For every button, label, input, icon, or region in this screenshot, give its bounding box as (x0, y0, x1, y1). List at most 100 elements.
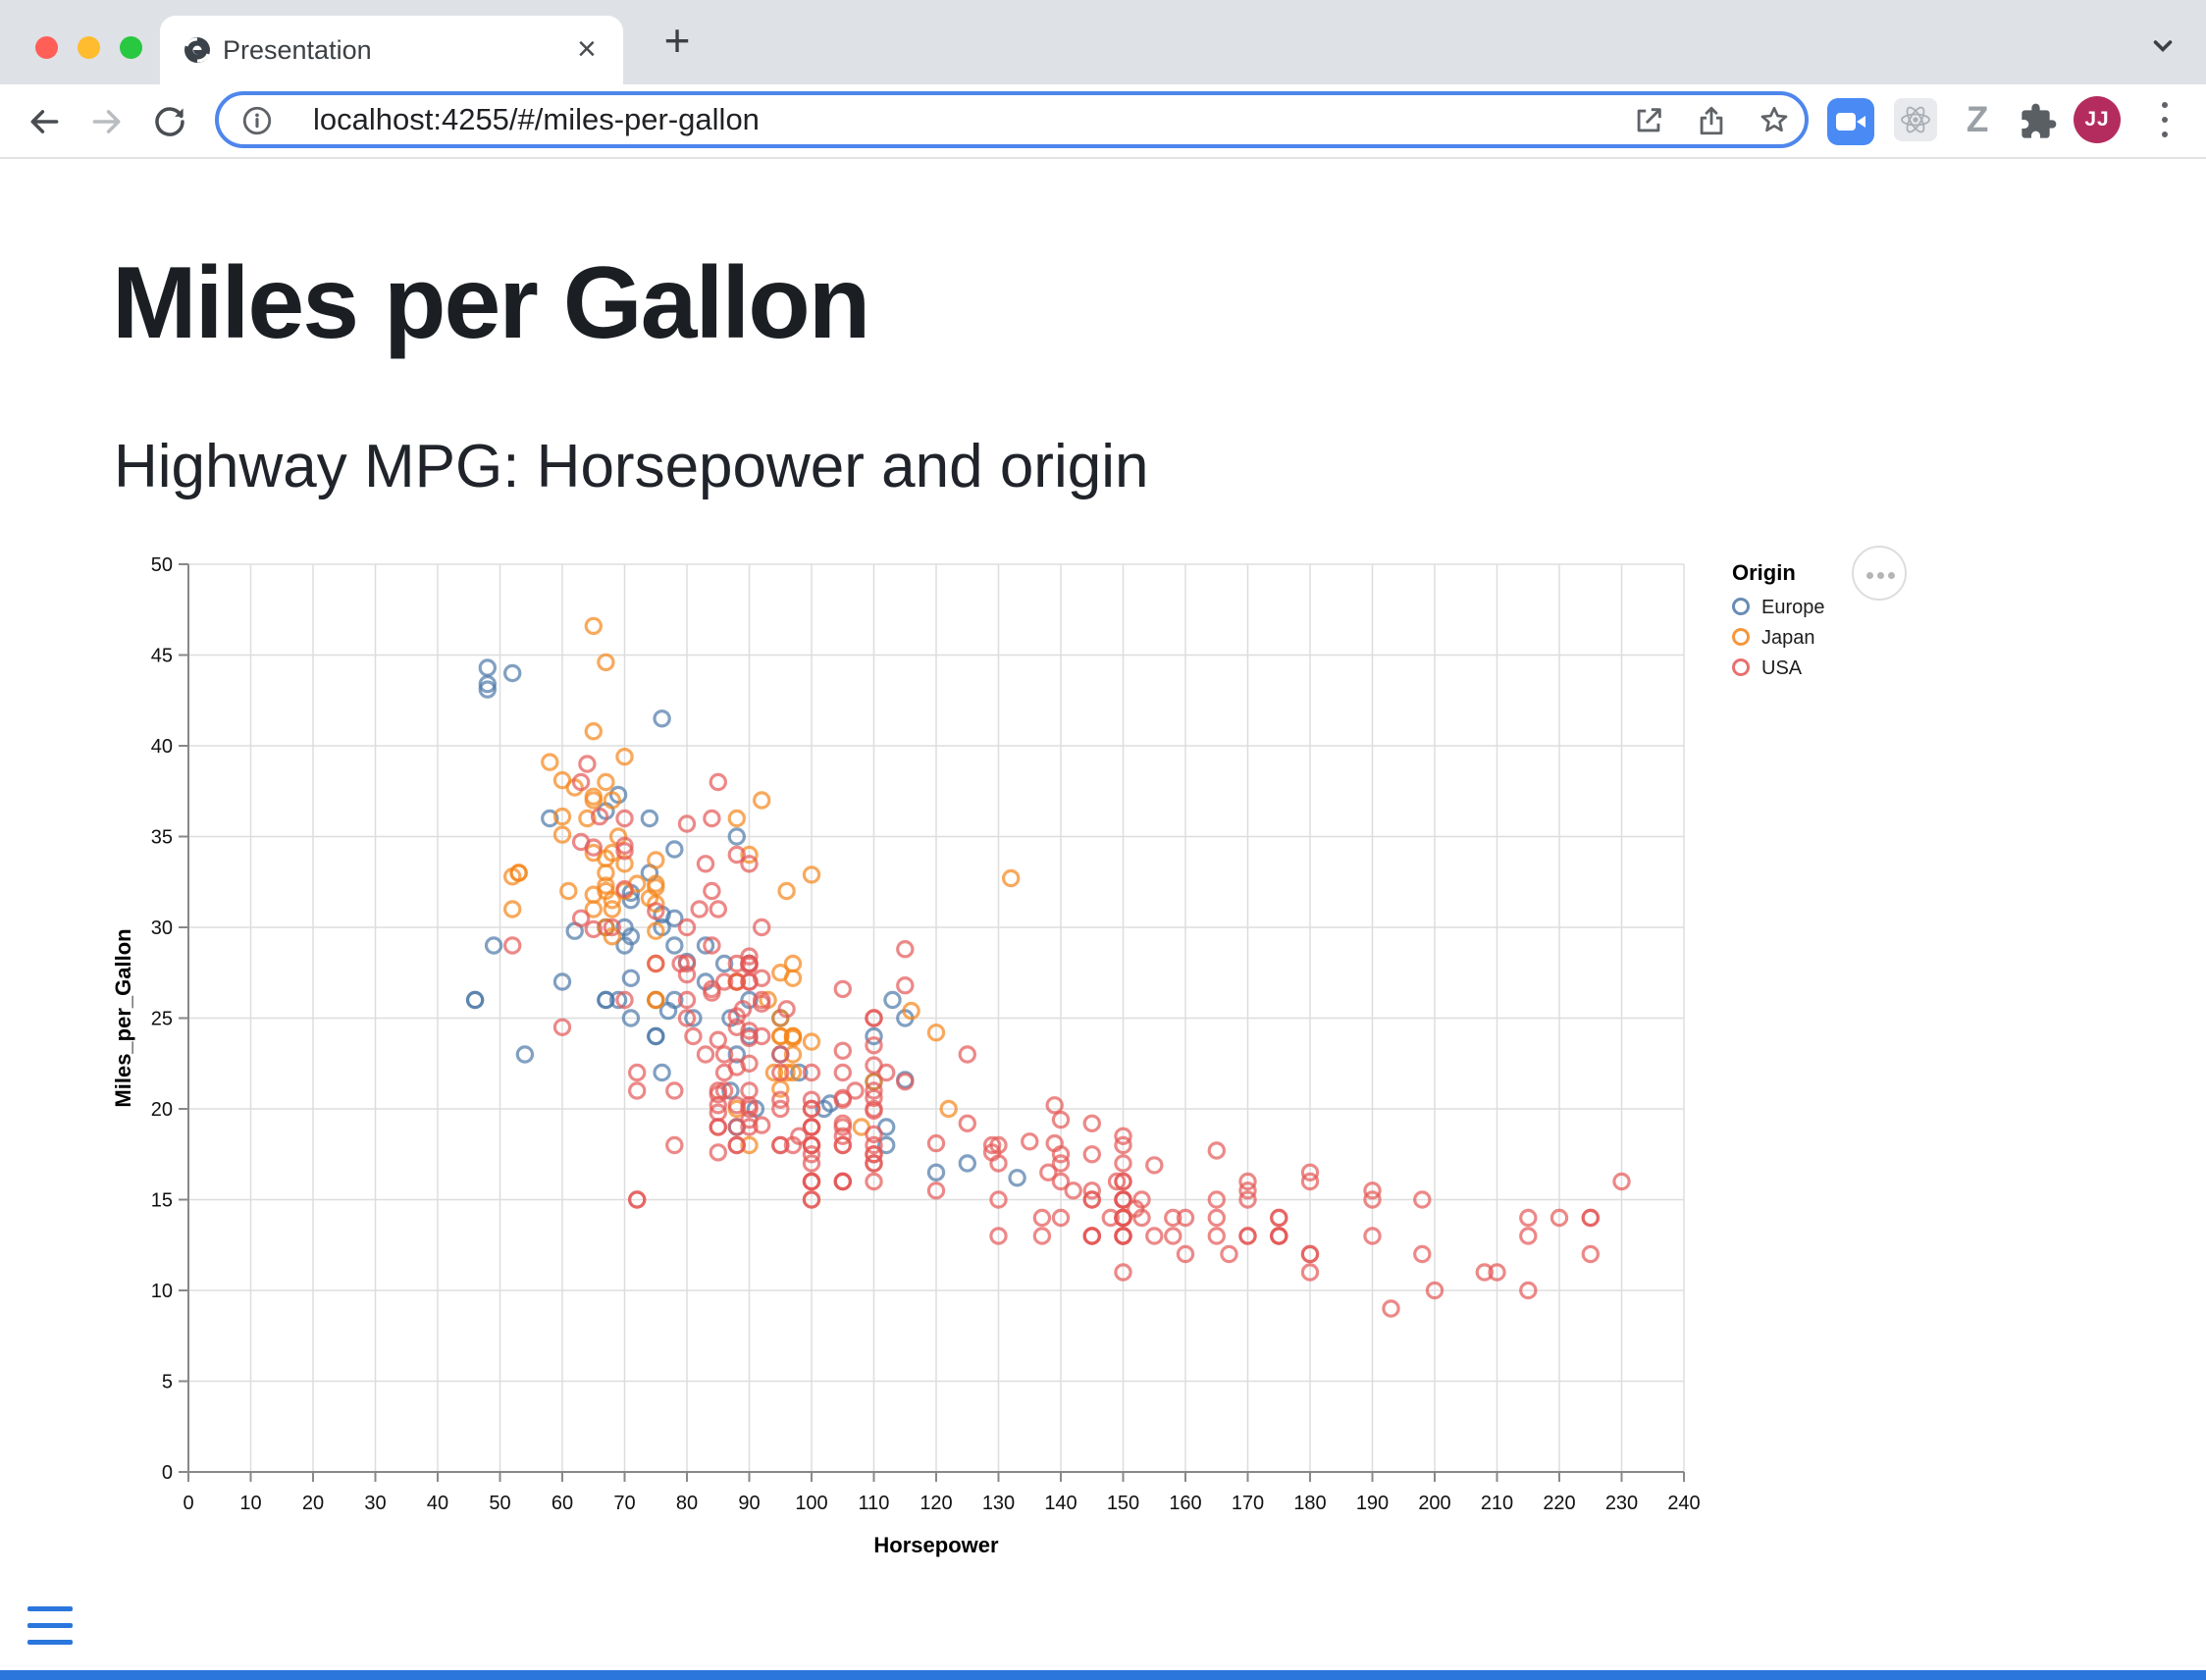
data-point (647, 954, 665, 973)
x-axis-title: Horsepower (873, 1533, 999, 1557)
y-tick-label: 0 (162, 1462, 173, 1484)
zoom-video-extension-icon[interactable] (1827, 98, 1874, 150)
site-info-icon[interactable] (240, 104, 274, 137)
data-point (926, 1133, 946, 1153)
x-tick-label: 110 (859, 1493, 890, 1514)
url-text[interactable]: localhost:4255/#/miles-per-gallon (313, 102, 760, 136)
data-point (647, 921, 665, 940)
data-point (865, 1009, 883, 1027)
data-point (753, 990, 771, 1010)
back-button[interactable] (26, 103, 63, 140)
data-point (802, 1190, 821, 1209)
z-extension-icon[interactable]: Z (1966, 99, 1989, 139)
data-point (1032, 1208, 1052, 1228)
data-point (665, 1135, 684, 1155)
data-point (926, 1163, 946, 1182)
traffic-light-zoom-icon[interactable] (120, 36, 142, 59)
data-point (1413, 1190, 1432, 1209)
chart-actions-button[interactable] (1852, 546, 1907, 601)
data-point (684, 1009, 703, 1027)
bookmark-star-icon[interactable] (1758, 104, 1791, 137)
react-devtools-extension-icon[interactable] (1894, 98, 1937, 146)
legend-label: USA (1761, 657, 1803, 679)
x-tick-label: 130 (982, 1493, 1015, 1514)
url-bar[interactable]: localhost:4255/#/miles-per-gallon (215, 91, 1809, 148)
data-point (653, 1063, 671, 1082)
data-point (1107, 1172, 1127, 1191)
data-point (1021, 1132, 1039, 1151)
x-tick-label: 220 (1543, 1493, 1575, 1514)
data-point (597, 881, 615, 901)
data-point (709, 1143, 728, 1162)
data-point (1413, 1244, 1432, 1264)
extensions-puzzle-icon[interactable] (2019, 102, 2058, 146)
data-point (571, 909, 591, 927)
data-point (1114, 1172, 1132, 1191)
data-point (833, 1041, 853, 1060)
data-point (1051, 1110, 1071, 1129)
forward-button[interactable] (88, 103, 126, 140)
profile-avatar[interactable]: JJ (2074, 96, 2121, 143)
data-point (790, 1063, 809, 1082)
browser-tab[interactable]: Presentation × (160, 16, 623, 84)
data-point (989, 1227, 1008, 1245)
new-tab-button[interactable]: + (663, 15, 691, 66)
slide-menu-hamburger-icon[interactable] (27, 1603, 75, 1647)
data-point (1082, 1190, 1102, 1209)
traffic-light-minimize-icon[interactable] (78, 36, 100, 59)
data-point (740, 972, 759, 991)
data-point (1300, 1172, 1320, 1191)
data-point (777, 1063, 796, 1082)
data-point (677, 990, 697, 1010)
data-point (603, 927, 621, 946)
y-tick-label: 20 (151, 1099, 173, 1121)
data-point (727, 827, 747, 846)
data-point (640, 809, 659, 828)
data-point (552, 972, 572, 991)
data-point (1382, 1299, 1400, 1318)
data-point (783, 1063, 803, 1082)
data-point (478, 658, 497, 677)
share-icon[interactable] (1695, 104, 1728, 137)
data-point (603, 918, 621, 937)
data-point (1176, 1244, 1195, 1264)
tab-title: Presentation (223, 35, 372, 65)
data-point (615, 855, 634, 873)
reload-button[interactable] (151, 103, 188, 140)
data-point (958, 1154, 977, 1173)
data-point (552, 825, 572, 844)
data-point (1363, 1181, 1382, 1200)
data-point (1114, 1190, 1132, 1209)
presentation-progress-bar[interactable] (0, 1670, 2206, 1680)
data-point (703, 936, 721, 955)
data-point (703, 809, 721, 828)
y-tick-label: 50 (151, 554, 173, 576)
data-point (658, 1001, 678, 1021)
data-point (665, 1081, 684, 1100)
data-point (896, 1073, 915, 1091)
x-tick-label: 50 (489, 1493, 510, 1514)
data-point (1101, 1208, 1121, 1228)
data-point (1114, 1154, 1132, 1173)
data-point (1612, 1172, 1631, 1191)
data-point (608, 990, 628, 1010)
open-in-new-icon[interactable] (1632, 104, 1665, 137)
traffic-light-close-icon[interactable] (35, 36, 58, 59)
tab-search-chevron-down-icon[interactable] (2145, 27, 2180, 68)
data-point (1114, 1227, 1132, 1245)
x-tick-label: 210 (1481, 1493, 1513, 1514)
data-point (647, 990, 665, 1010)
browser-menu-kebab-icon[interactable] (2155, 98, 2175, 143)
data-point (1039, 1163, 1058, 1182)
data-point (753, 1026, 771, 1046)
data-point (714, 1045, 734, 1064)
data-point (703, 881, 721, 901)
data-point (753, 791, 771, 810)
tab-close-icon[interactable]: × (577, 30, 597, 68)
data-point (1238, 1172, 1257, 1191)
data-point (771, 1135, 790, 1155)
data-point (597, 772, 615, 792)
data-point (771, 1045, 790, 1064)
data-point (896, 940, 915, 959)
data-point (621, 969, 641, 987)
